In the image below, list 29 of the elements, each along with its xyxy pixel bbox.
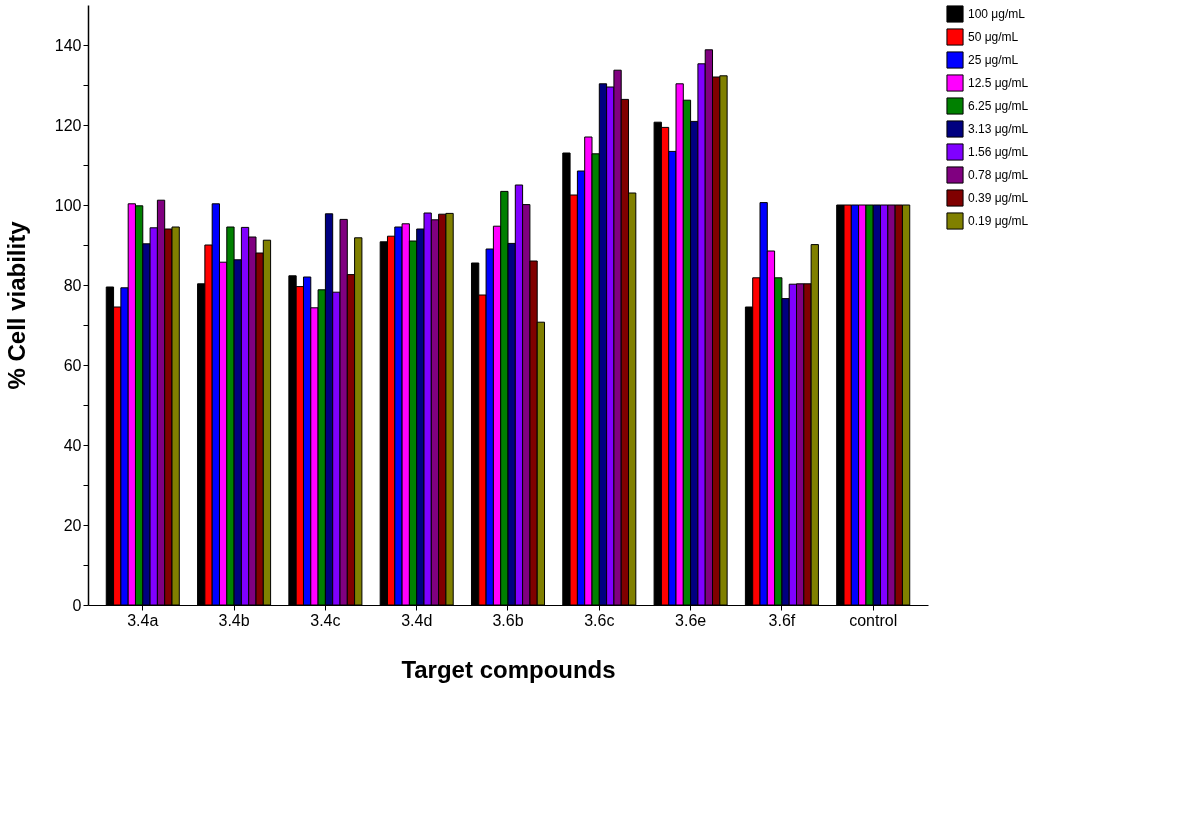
y-tick-label: 20 [63,516,82,534]
legend-label: 12.5 μg/mL [968,76,1029,90]
legend-label: 0.39 μg/mL [968,191,1029,205]
legend-label: 25 μg/mL [968,53,1019,67]
y-axis-title: % Cell viability [2,220,30,390]
y-tick-label: 120 [54,116,82,134]
y-tick-label: 80 [63,276,82,294]
x-tick-label: control [849,611,898,629]
legend-label: 100 μg/mL [968,7,1026,21]
x-tick-label: 3.6e [675,611,707,629]
x-axis-title: Target compounds [401,655,616,683]
legend-label: 0.78 μg/mL [968,168,1029,182]
y-tick-label: 140 [54,36,82,54]
x-tick-label: 3.4a [127,611,159,629]
x-tick-label: 3.4b [218,611,250,629]
x-tick-label: 3.4d [401,611,433,629]
x-tick-label: 3.4c [310,611,341,629]
legend-label: 0.19 μg/mL [968,214,1029,228]
legend-label: 6.25 μg/mL [968,99,1029,113]
y-tick-label: 60 [63,356,82,374]
y-tick-label: 40 [63,436,82,454]
legend-label: 50 μg/mL [968,30,1019,44]
legend-label: 1.56 μg/mL [968,145,1029,159]
x-tick-label: 3.6b [492,611,524,629]
x-tick-label: 3.6f [768,611,796,629]
y-tick-label: 0 [72,596,82,614]
y-tick-label: 100 [54,196,82,214]
legend-label: 3.13 μg/mL [968,122,1029,136]
x-tick-label: 3.6c [584,611,615,629]
